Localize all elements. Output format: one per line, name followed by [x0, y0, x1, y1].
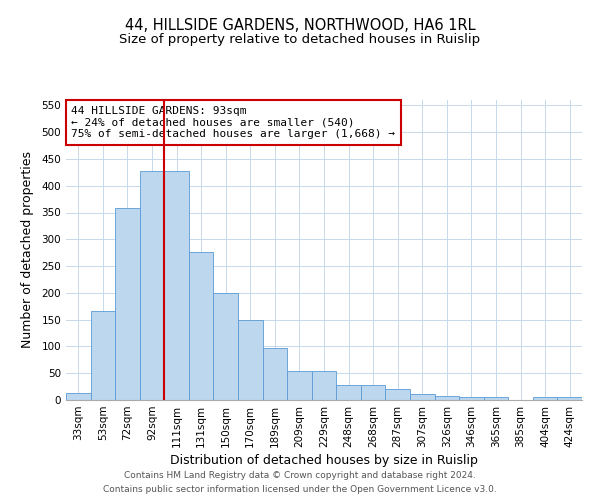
Bar: [189, 252, 214, 400]
Bar: [91, 310, 115, 400]
Y-axis label: Number of detached properties: Number of detached properties: [22, 152, 34, 348]
Text: Contains public sector information licensed under the Open Government Licence v3: Contains public sector information licen…: [103, 485, 497, 494]
Bar: [385, 390, 410, 400]
Bar: [434, 396, 459, 400]
Bar: [533, 398, 557, 400]
Text: Size of property relative to detached houses in Ruislip: Size of property relative to detached ho…: [119, 32, 481, 46]
Text: 44, HILLSIDE GARDENS, NORTHWOOD, HA6 1RL: 44, HILLSIDE GARDENS, NORTHWOOD, HA6 1RL: [125, 18, 475, 32]
Text: 44 HILLSIDE GARDENS: 93sqm
← 24% of detached houses are smaller (540)
75% of sem: 44 HILLSIDE GARDENS: 93sqm ← 24% of deta…: [71, 106, 395, 139]
Bar: [115, 208, 140, 400]
Bar: [484, 398, 508, 400]
Text: Contains HM Land Registry data © Crown copyright and database right 2024.: Contains HM Land Registry data © Crown c…: [124, 471, 476, 480]
Bar: [410, 394, 434, 400]
Bar: [66, 392, 91, 400]
Bar: [312, 370, 336, 400]
Bar: [164, 170, 189, 400]
Bar: [287, 370, 312, 400]
Bar: [459, 398, 484, 400]
Bar: [263, 348, 287, 400]
Bar: [214, 293, 238, 400]
Bar: [557, 398, 582, 400]
Bar: [336, 385, 361, 400]
Bar: [238, 320, 263, 400]
Bar: [361, 385, 385, 400]
X-axis label: Distribution of detached houses by size in Ruislip: Distribution of detached houses by size …: [170, 454, 478, 467]
Bar: [140, 170, 164, 400]
